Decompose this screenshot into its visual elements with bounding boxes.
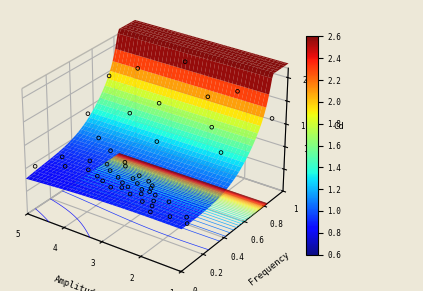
- X-axis label: Amplitude: Amplitude: [53, 275, 101, 291]
- Y-axis label: Frequency: Frequency: [247, 250, 291, 287]
